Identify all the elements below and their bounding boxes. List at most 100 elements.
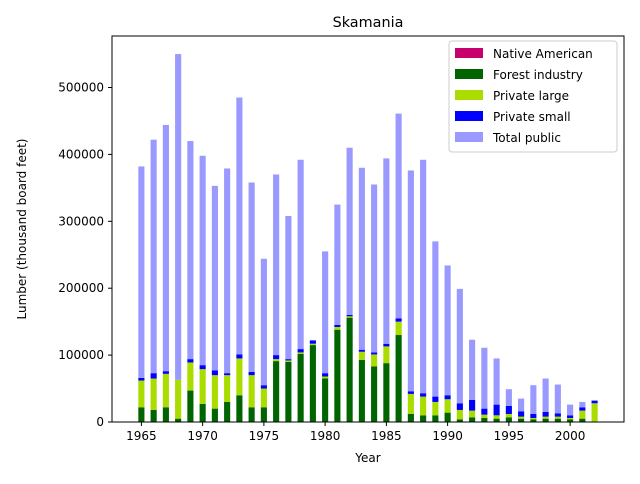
bar-private-small-1988 xyxy=(420,393,427,397)
bar-private-small-1994 xyxy=(493,404,500,416)
bar-total-public-1972 xyxy=(224,168,231,374)
bar-total-public-1991 xyxy=(456,288,463,404)
bar-total-public-1976 xyxy=(273,174,280,356)
bar-private-large-1984 xyxy=(371,354,378,367)
bar-total-public-1982 xyxy=(346,147,353,315)
bar-forest-industry-1976 xyxy=(273,361,280,422)
bar-private-small-1992 xyxy=(469,399,476,411)
y-tick-label-300000: 300000 xyxy=(58,214,104,228)
bar-forest-industry-1991 xyxy=(456,419,463,422)
legend-swatch-0 xyxy=(455,48,483,58)
bar-forest-industry-1987 xyxy=(407,413,414,422)
bar-total-public-1969 xyxy=(187,141,194,360)
axes-layer: 1965 1970 1975 1980 1985 1990 1995 2000 0 100000 2… xyxy=(58,35,625,443)
bar-private-small-1966 xyxy=(150,373,157,379)
bar-private-large-1997 xyxy=(530,417,537,420)
bar-forest-industry-1995 xyxy=(505,417,512,422)
bar-private-small-2002 xyxy=(591,400,598,404)
bar-private-small-1976 xyxy=(273,355,280,360)
bar-private-large-1986 xyxy=(395,321,402,336)
bar-private-small-1982 xyxy=(346,314,353,317)
bar-forest-industry-1967 xyxy=(162,407,169,422)
bar-private-small-1981 xyxy=(334,325,341,328)
bar-private-large-1998 xyxy=(542,416,549,419)
bar-private-large-2000 xyxy=(567,417,574,420)
bar-forest-industry-1996 xyxy=(518,418,525,422)
bar-private-small-1987 xyxy=(407,391,414,394)
x-tick-label-1980: 1980 xyxy=(310,429,341,443)
legend-swatch-3 xyxy=(455,111,483,121)
bar-total-public-1975 xyxy=(260,258,267,386)
bar-private-large-1994 xyxy=(493,415,500,419)
bar-total-public-1990 xyxy=(444,265,451,396)
bar-forest-industry-1984 xyxy=(371,366,378,422)
bar-total-public-1968 xyxy=(175,54,182,380)
bar-total-public-1978 xyxy=(297,159,304,350)
bar-forest-industry-1990 xyxy=(444,412,451,422)
bar-total-public-1989 xyxy=(432,241,439,397)
bar-forest-industry-1966 xyxy=(150,409,157,422)
chart-title: Skamania xyxy=(333,15,404,31)
legend-label-4: Total public xyxy=(492,131,561,145)
bar-total-public-1966 xyxy=(150,139,157,374)
bar-total-public-2001 xyxy=(579,401,586,408)
bar-private-large-1968 xyxy=(175,379,182,419)
legend-swatch-4 xyxy=(455,132,483,142)
bar-private-large-1987 xyxy=(407,393,414,414)
bar-private-large-1989 xyxy=(432,401,439,416)
bar-forest-industry-1983 xyxy=(358,359,365,422)
bar-private-large-1988 xyxy=(420,396,427,416)
bar-forest-industry-1993 xyxy=(481,417,488,422)
bar-forest-industry-1999 xyxy=(554,418,561,422)
y-tick-label-0: 0 xyxy=(96,415,104,429)
legend-swatch-2 xyxy=(455,90,483,100)
bar-private-large-1972 xyxy=(224,375,231,402)
bar-total-public-1967 xyxy=(162,124,169,372)
bar-forest-industry-1985 xyxy=(383,363,390,422)
bar-private-small-1997 xyxy=(530,413,537,418)
bar-private-large-1976 xyxy=(273,359,280,362)
bar-private-small-1983 xyxy=(358,349,365,352)
bar-private-small-2001 xyxy=(579,407,586,411)
y-tick-label-500000: 500000 xyxy=(58,81,104,95)
bar-forest-industry-1986 xyxy=(395,335,402,422)
bar-private-large-1967 xyxy=(162,373,169,408)
bar-private-small-1995 xyxy=(505,405,512,414)
bar-private-large-1983 xyxy=(358,351,365,360)
bar-forest-industry-1980 xyxy=(322,378,329,422)
bar-private-large-2002 xyxy=(591,403,598,422)
bar-total-public-1980 xyxy=(322,251,329,374)
bar-total-public-1973 xyxy=(236,97,243,355)
bar-total-public-1988 xyxy=(420,159,427,394)
bar-forest-industry-1998 xyxy=(542,418,549,422)
bar-private-small-1989 xyxy=(432,396,439,402)
x-axis-label: Year xyxy=(354,451,380,465)
bar-private-small-1980 xyxy=(322,373,329,377)
bar-private-large-1969 xyxy=(187,362,194,391)
bar-private-small-1970 xyxy=(199,365,206,370)
bar-private-large-1974 xyxy=(248,375,255,408)
bar-total-public-1999 xyxy=(554,384,561,414)
bar-total-public-1992 xyxy=(469,339,476,400)
bar-forest-industry-1968 xyxy=(175,418,182,422)
y-tick-label-200000: 200000 xyxy=(58,281,104,295)
x-tick-label-1990: 1990 xyxy=(432,429,463,443)
bar-forest-industry-2001 xyxy=(579,418,586,422)
bar-private-small-1972 xyxy=(224,373,231,376)
legend: Native American Forest industry Private la… xyxy=(448,40,618,153)
bar-forest-industry-1988 xyxy=(420,415,427,422)
bar-total-public-1977 xyxy=(285,215,292,360)
bar-total-public-1974 xyxy=(248,182,255,372)
bar-private-small-1974 xyxy=(248,371,255,376)
bar-private-large-1996 xyxy=(518,416,525,419)
bar-forest-industry-1965 xyxy=(138,407,145,422)
bar-forest-industry-1969 xyxy=(187,390,194,422)
bar-private-small-1978 xyxy=(297,349,304,353)
bar-forest-industry-1979 xyxy=(309,345,316,422)
bar-private-small-1985 xyxy=(383,343,390,347)
bar-total-public-1965 xyxy=(138,166,145,378)
bar-private-large-1995 xyxy=(505,413,512,418)
bar-private-large-1980 xyxy=(322,376,329,379)
bar-private-large-1975 xyxy=(260,388,267,408)
